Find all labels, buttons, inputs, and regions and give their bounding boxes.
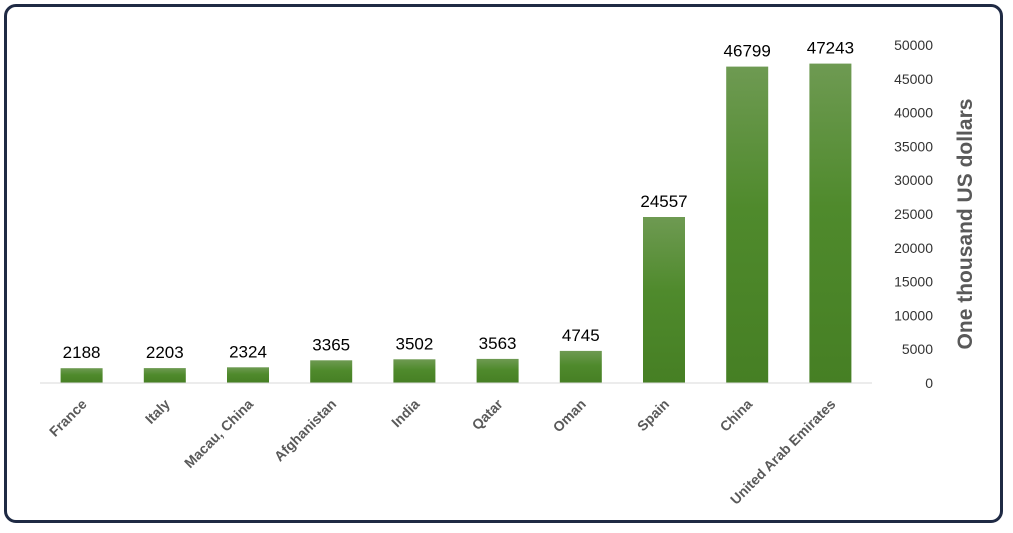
bar-value-label: 24557: [640, 192, 687, 211]
bar-value-label: 2188: [63, 343, 101, 362]
bar-value-label: 47243: [807, 39, 854, 58]
category-label: Spain: [634, 396, 672, 434]
bar-value-label: 46799: [724, 42, 771, 61]
value-labels-group: 2188 2203 2324 3365 3502 3563 4745 24557 46799 47…: [63, 39, 854, 363]
y-tick-label: 0: [925, 375, 933, 391]
bar: [559, 350, 602, 383]
category-label: India: [388, 396, 423, 431]
bar: [393, 359, 436, 383]
bar: [643, 217, 685, 383]
category-label: China: [717, 396, 756, 435]
y-tick-labels-group: 0 5000 10000 15000 20000 25000 30000 35000 40000…: [894, 37, 933, 391]
category-label: Oman: [550, 396, 589, 435]
bar: [476, 358, 519, 383]
bars-group: [60, 63, 852, 383]
y-tick-label: 35000: [894, 138, 933, 154]
y-tick-label: 50000: [894, 37, 933, 53]
category-label: Macau, China: [181, 396, 256, 471]
y-tick-label: 15000: [894, 274, 933, 290]
y-tick-label: 5000: [902, 341, 933, 357]
bar: [227, 367, 269, 383]
y-tick-label: 30000: [894, 172, 933, 188]
category-label: Qatar: [469, 395, 507, 433]
bar: [310, 360, 353, 383]
bar-value-label: 4745: [562, 326, 600, 345]
bar: [143, 368, 186, 383]
category-labels-group: France Italy Macau, China Afghanistan India Q…: [46, 395, 839, 507]
bar-value-label: 2324: [229, 342, 267, 361]
y-tick-label: 45000: [894, 71, 933, 87]
y-tick-label: 25000: [894, 206, 933, 222]
category-label: Afghanistan: [271, 396, 340, 465]
y-tick-label: 40000: [894, 105, 933, 121]
y-tick-label: 10000: [894, 307, 933, 323]
y-axis-title: One thousand US dollars: [954, 99, 977, 350]
y-tick-label: 20000: [894, 240, 933, 256]
bar-value-label: 3502: [395, 334, 433, 353]
bar-value-label: 2203: [146, 343, 184, 362]
bar: [726, 66, 769, 383]
bar: [809, 63, 852, 383]
bar-value-label: 3365: [312, 335, 350, 354]
category-label: Italy: [142, 396, 173, 427]
category-label: France: [46, 396, 90, 440]
bar-value-label: 3563: [479, 334, 517, 353]
bar: [60, 368, 103, 383]
